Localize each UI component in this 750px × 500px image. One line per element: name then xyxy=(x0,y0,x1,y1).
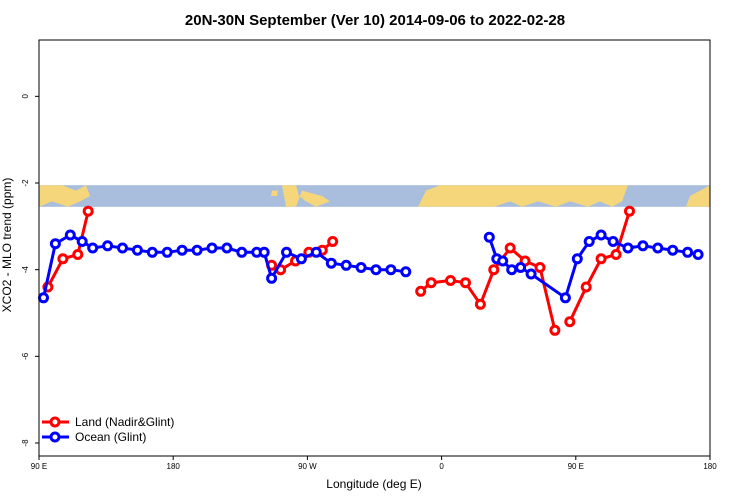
ocean-point-9 xyxy=(161,246,173,258)
land-point-14 xyxy=(474,298,486,310)
land-point-13 xyxy=(460,277,471,289)
ocean-point-37 xyxy=(607,236,619,247)
land-point-15 xyxy=(488,264,500,276)
land-point-9 xyxy=(327,236,339,247)
ocean-point-23 xyxy=(355,262,367,273)
ocean-point-8 xyxy=(146,246,158,258)
chart-title: 20N-30N September (Ver 10) 2014-09-06 to… xyxy=(185,12,565,29)
legend-land-label: Land (Nadir&Glint) xyxy=(75,415,174,429)
land-point-11 xyxy=(425,277,437,289)
ocean-point-31 xyxy=(515,262,527,273)
land-point-20 xyxy=(564,316,576,328)
map-land-asia-west xyxy=(39,185,90,207)
x-tick-label-4: 90 E xyxy=(568,462,584,471)
ocean-point-3 xyxy=(76,236,88,247)
land-series-line-2 xyxy=(419,246,557,331)
ocean-point-33 xyxy=(559,292,571,304)
ocean-point-21 xyxy=(325,257,337,269)
map-land-asia-east xyxy=(686,185,710,207)
ocean-point-41 xyxy=(667,244,679,256)
ocean-point-29 xyxy=(497,255,509,267)
plot-frame xyxy=(38,39,711,457)
ocean-point-24 xyxy=(370,264,382,276)
y-tick-label-0: 0 xyxy=(21,94,30,99)
land-point-12 xyxy=(445,275,456,286)
ocean-point-16 xyxy=(258,246,270,258)
x-tick-label-5: 180 xyxy=(703,462,717,471)
ocean-point-32 xyxy=(525,268,537,280)
ocean-point-20 xyxy=(310,246,322,258)
ocean-point-17 xyxy=(266,272,278,284)
y-tick-label-2: -4 xyxy=(21,266,30,274)
legend-ocean-label: Ocean (Glint) xyxy=(75,430,146,444)
land-point-2 xyxy=(72,249,84,260)
land-point-3 xyxy=(82,205,94,217)
y-tick-label-4: -8 xyxy=(21,439,30,447)
ocean-point-42 xyxy=(682,246,694,258)
x-axis-label: Longitude (deg E) xyxy=(326,477,421,491)
legend: Land (Nadir&Glint) Ocean (Glint) xyxy=(42,415,174,444)
ocean-point-2 xyxy=(64,229,76,241)
ocean-point-0 xyxy=(38,292,49,304)
ocean-point-38 xyxy=(622,242,634,254)
ocean-point-13 xyxy=(221,242,233,254)
ocean-point-34 xyxy=(571,253,583,265)
land-series-line-0 xyxy=(46,210,90,288)
ocean-point-27 xyxy=(483,231,495,243)
ocean-point-36 xyxy=(595,229,607,241)
ocean-point-7 xyxy=(131,244,143,256)
ocean-point-30 xyxy=(506,264,518,276)
x-tick-label-3: 0 xyxy=(439,462,444,471)
ocean-point-40 xyxy=(652,242,664,254)
land-point-18 xyxy=(534,262,546,273)
ocean-point-11 xyxy=(191,244,203,256)
x-tick-label-1: 180 xyxy=(167,462,181,471)
legend-land-marker xyxy=(49,416,61,428)
land-point-23 xyxy=(610,249,622,260)
land-point-1 xyxy=(57,253,69,265)
ocean-point-35 xyxy=(583,236,595,247)
map-land-americas xyxy=(282,185,330,207)
ocean-point-39 xyxy=(637,240,649,252)
land-series-line-3 xyxy=(568,210,631,323)
ocean-point-1 xyxy=(49,238,61,250)
ocean-point-25 xyxy=(385,264,397,276)
ocean-point-4 xyxy=(87,242,99,254)
map-land-africa-asia xyxy=(418,185,628,207)
legend-ocean-marker xyxy=(49,431,61,443)
ocean-point-10 xyxy=(176,244,188,256)
ocean-point-19 xyxy=(295,253,307,265)
ocean-point-14 xyxy=(236,246,248,258)
x-tick-label-2: 90 W xyxy=(298,462,317,471)
ocean-point-43 xyxy=(692,249,704,260)
land-point-10 xyxy=(415,285,427,297)
map-land-islands xyxy=(271,190,278,196)
ocean-point-5 xyxy=(102,240,114,252)
series-layer xyxy=(38,205,704,336)
ocean-point-12 xyxy=(206,242,218,254)
map-strip xyxy=(39,185,710,207)
land-point-22 xyxy=(595,253,607,265)
y-tick-label-3: -6 xyxy=(21,352,30,360)
y-tick-label-1: -2 xyxy=(21,179,30,187)
axes: 90 E 180 90 W 0 90 E 180 0 -2 -4 -6 -8 xyxy=(21,94,717,471)
ocean-point-22 xyxy=(340,259,352,271)
land-point-16 xyxy=(504,242,516,254)
land-point-19 xyxy=(549,324,561,336)
land-point-24 xyxy=(624,205,635,217)
y-axis-label: XCO2 - MLO trend (ppm) xyxy=(0,178,14,313)
x-tick-label-0: 90 E xyxy=(31,462,47,471)
land-point-21 xyxy=(580,281,592,293)
ocean-point-6 xyxy=(117,242,128,254)
ocean-point-26 xyxy=(400,266,412,278)
ocean-point-18 xyxy=(281,246,292,258)
